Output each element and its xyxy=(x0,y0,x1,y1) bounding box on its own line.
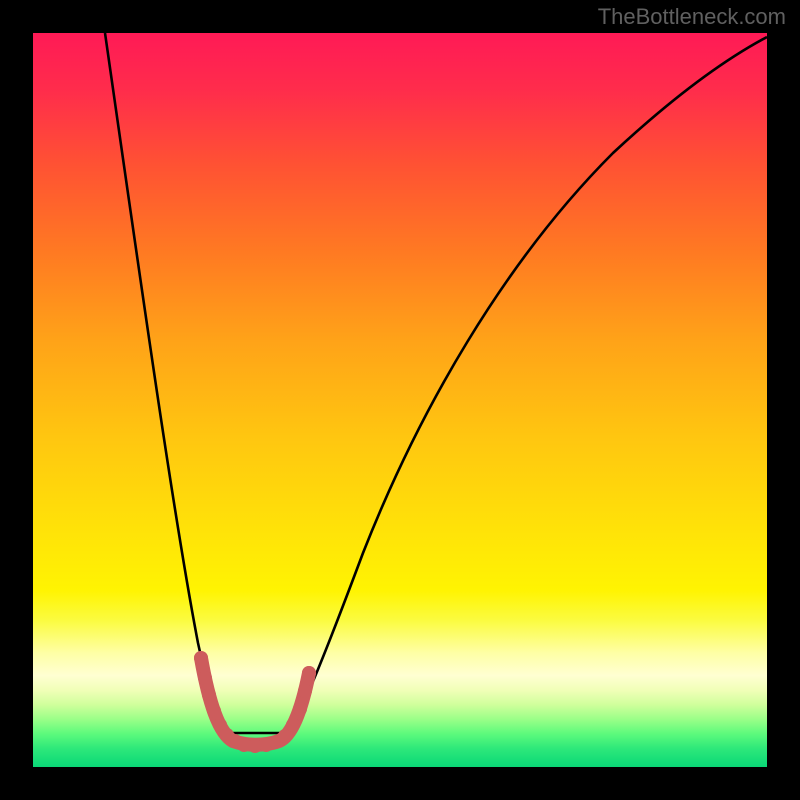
valley-dot xyxy=(298,684,312,698)
valley-dot xyxy=(202,688,216,702)
valley-dot xyxy=(194,651,208,665)
valley-dot xyxy=(286,718,300,732)
chart-plot-area xyxy=(33,33,767,767)
valley-dot xyxy=(198,671,212,685)
valley-dot xyxy=(302,666,316,680)
chart-background xyxy=(33,33,767,767)
valley-dot xyxy=(207,704,221,718)
watermark-text: TheBottleneck.com xyxy=(598,4,786,30)
valley-dot xyxy=(293,702,307,716)
bottleneck-chart-svg xyxy=(33,33,767,767)
